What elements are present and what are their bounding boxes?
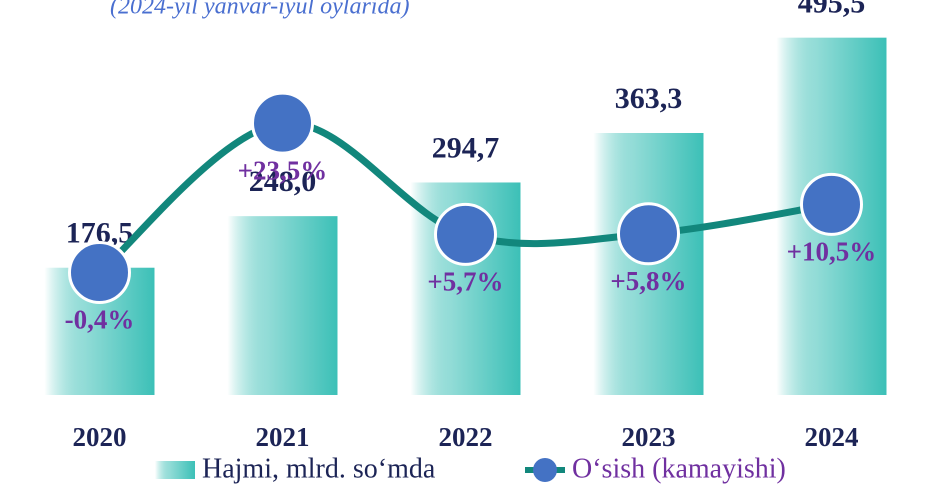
growth-value-label: -0,4% bbox=[65, 305, 135, 335]
legend-label: O‘sish (kamayishi) bbox=[572, 453, 786, 484]
growth-marker bbox=[434, 202, 497, 266]
legend-label: Hajmi, mlrd. so‘mda bbox=[202, 453, 436, 484]
x-tick-label: 2024 bbox=[805, 422, 859, 452]
bar bbox=[227, 216, 338, 395]
legend-marker bbox=[533, 458, 557, 482]
growth-value-label: +5,8% bbox=[610, 266, 686, 296]
bar-value-label: 363,3 bbox=[615, 82, 683, 115]
growth-marker bbox=[617, 202, 680, 266]
x-tick-label: 2022 bbox=[439, 422, 493, 452]
bar-value-label: 248,0 bbox=[249, 165, 317, 198]
growth-value-label: +5,7% bbox=[427, 267, 503, 297]
chart-subtitle: (2024-yil yanvar-iyul oylarida) bbox=[110, 0, 409, 20]
growth-marker bbox=[251, 91, 314, 155]
legend-swatch bbox=[155, 461, 195, 479]
bar-value-label: 495,5 bbox=[798, 0, 866, 20]
x-tick-label: 2021 bbox=[256, 422, 310, 452]
growth-marker bbox=[800, 172, 863, 236]
growth-marker bbox=[68, 241, 131, 304]
x-tick-label: 2020 bbox=[73, 422, 127, 452]
x-tick-label: 2023 bbox=[622, 422, 676, 452]
bar-value-label: 294,7 bbox=[432, 131, 500, 164]
growth-value-label: +10,5% bbox=[787, 237, 877, 267]
growth-value-label: +23,5% bbox=[238, 155, 328, 185]
